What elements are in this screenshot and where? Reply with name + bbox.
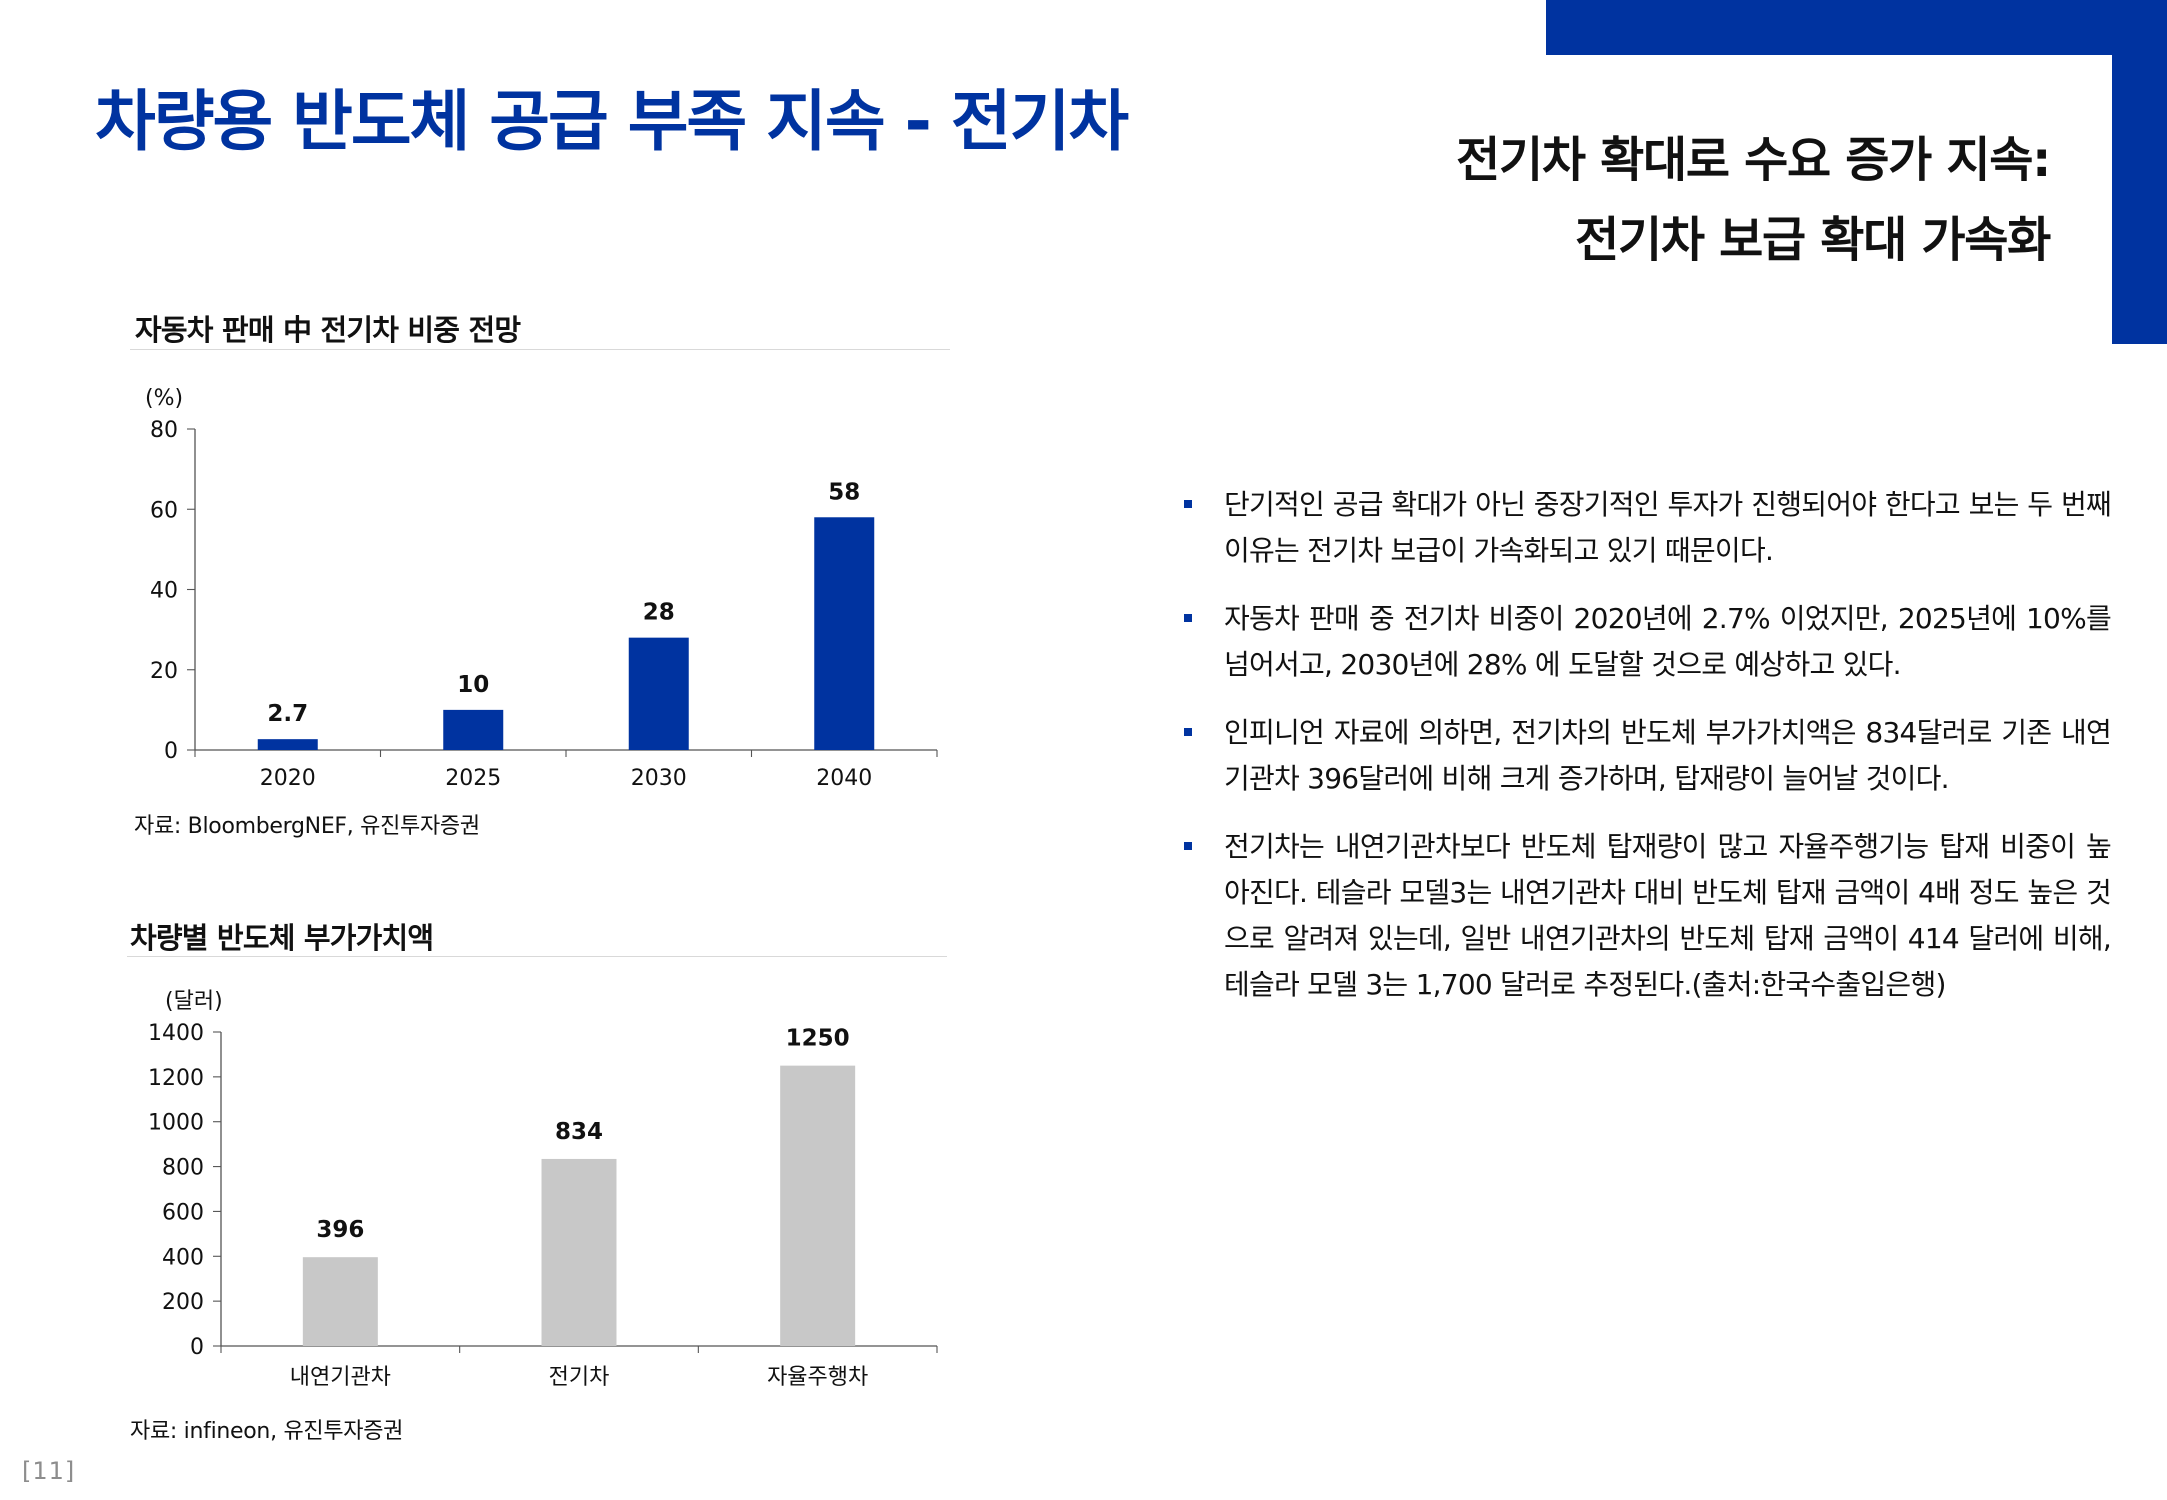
bar-2040 — [814, 517, 875, 750]
y-axis-tick-label: 80 — [150, 418, 178, 443]
bar-value-label: 834 — [555, 1119, 603, 1145]
side-accent-band — [2112, 0, 2167, 344]
bar-내연기관차 — [302, 1257, 378, 1346]
y-axis-tick-label: 1200 — [148, 1066, 204, 1091]
bar-자율주행차 — [780, 1065, 856, 1346]
subtitle-line: 전기차 보급 확대 가속화 — [1575, 212, 2051, 268]
analysis-bullet: 자동차 판매 중 전기차 비중이 2020년에 2.7% 이었지만, 2025년… — [1183, 596, 2112, 688]
x-axis-category-label: 2025 — [445, 766, 501, 791]
page-title: 차량용 반도체 공급 부족 지속 - 전기차 — [95, 83, 1129, 160]
y-axis-tick-label: 20 — [150, 659, 178, 684]
bar-value-label: 1250 — [786, 1026, 850, 1052]
y-axis-unit-label: (달러) — [165, 989, 223, 1014]
y-axis-tick-label: 0 — [190, 1335, 204, 1360]
chart-title-divider — [127, 956, 947, 957]
y-axis-tick-label: 600 — [162, 1200, 204, 1225]
x-axis-category-label: 2020 — [260, 766, 316, 791]
chart-title-semiconductor-value: 차량별 반도체 부가가치액 — [130, 921, 434, 955]
y-axis-tick-label: 1000 — [148, 1111, 204, 1136]
top-accent-band — [1546, 0, 2167, 55]
y-axis-tick-label: 1400 — [148, 1021, 204, 1046]
page-subtitle: 전기차 확대로 수요 증가 지속: 전기차 보급 확대 가속화 — [1300, 120, 2051, 280]
x-axis-category-label: 전기차 — [549, 1365, 610, 1390]
semiconductor-value-bar-chart: (달러) 0 200 400 600 800 1000 1200 1400 396 내연기관차 834… — [148, 989, 938, 1390]
x-axis-category-label: 내연기관차 — [290, 1365, 391, 1390]
bar-value-label: 28 — [643, 600, 675, 626]
bar-value-label: 58 — [828, 479, 860, 505]
analysis-bullet-list: 단기적인 공급 확대가 아닌 중장기적인 투자가 진행되어야 한다고 보는 두 … — [1183, 482, 2112, 1030]
subtitle-line: 전기차 확대로 수요 증가 지속: — [1456, 132, 2051, 188]
y-axis-unit-label: (%) — [145, 386, 183, 411]
y-axis-tick-label: 200 — [162, 1290, 204, 1315]
bar-2030 — [628, 637, 689, 750]
page-number: [11] — [22, 1457, 76, 1485]
chart-title-divider — [130, 349, 950, 350]
chart-source-semiconductor-value: 자료: infineon, 유진투자증권 — [130, 1419, 404, 1444]
y-axis-tick-label: 400 — [162, 1245, 204, 1270]
chart-source-ev-share: 자료: BloombergNEF, 유진투자증권 — [134, 814, 480, 839]
analysis-bullet-text: 인피니언 자료에 의하면, 전기차의 반도체 부가가치액은 834달러로 기존 … — [1224, 716, 2112, 795]
bar-value-label: 2.7 — [267, 701, 308, 727]
bar-전기차 — [541, 1158, 617, 1346]
chart-title-ev-share: 자동차 판매 中 전기차 비중 전망 — [135, 313, 521, 347]
x-axis-category-label: 자율주행차 — [767, 1365, 868, 1390]
bar-2020 — [257, 739, 318, 750]
bar-value-label: 10 — [457, 672, 489, 698]
y-axis-tick-label: 800 — [162, 1156, 204, 1181]
y-axis-tick-label: 60 — [150, 498, 178, 523]
square-bullet-icon — [1184, 728, 1192, 736]
analysis-bullet: 인피니언 자료에 의하면, 전기차의 반도체 부가가치액은 834달러로 기존 … — [1183, 710, 2112, 802]
bar-2025 — [443, 709, 504, 750]
y-axis-tick-label: 0 — [164, 739, 178, 764]
x-axis-category-label: 2030 — [631, 766, 687, 791]
x-axis-category-label: 2040 — [816, 766, 872, 791]
square-bullet-icon — [1184, 614, 1192, 622]
analysis-bullet: 단기적인 공급 확대가 아닌 중장기적인 투자가 진행되어야 한다고 보는 두 … — [1183, 482, 2112, 574]
analysis-bullet: 전기차는 내연기관차보다 반도체 탑재량이 많고 자율주행기능 탑재 비중이 높… — [1183, 824, 2112, 1008]
bar-value-label: 396 — [316, 1217, 364, 1243]
analysis-bullet-text: 전기차는 내연기관차보다 반도체 탑재량이 많고 자율주행기능 탑재 비중이 높… — [1224, 830, 2112, 1001]
analysis-bullet-text: 자동차 판매 중 전기차 비중이 2020년에 2.7% 이었지만, 2025년… — [1224, 602, 2112, 681]
square-bullet-icon — [1184, 842, 1192, 850]
y-axis-tick-label: 40 — [150, 579, 178, 604]
analysis-bullet-text: 단기적인 공급 확대가 아닌 중장기적인 투자가 진행되어야 한다고 보는 두 … — [1224, 488, 2112, 567]
square-bullet-icon — [1184, 500, 1192, 508]
